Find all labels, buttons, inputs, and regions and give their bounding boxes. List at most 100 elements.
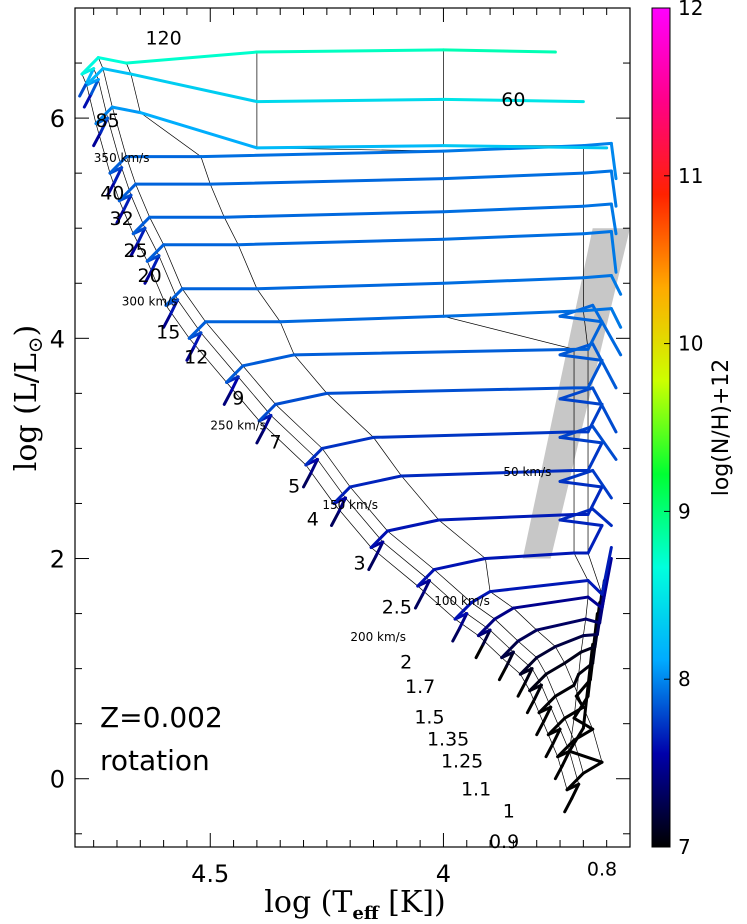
track-3-segment — [558, 468, 595, 483]
colorbar-tick-label: 10 — [678, 332, 703, 356]
velocity-label: 100 km/s — [434, 594, 490, 608]
track-12-segment — [187, 320, 208, 340]
y-tick-label: 2 — [50, 546, 65, 574]
track-3-segment — [369, 529, 389, 550]
mass-label: 32 — [110, 208, 134, 230]
track-0.8-segment — [581, 760, 604, 775]
track-1.5-segment — [584, 617, 602, 625]
track-5-segment — [320, 435, 375, 450]
track-9-segment — [222, 389, 233, 406]
track-15-segment — [164, 287, 184, 307]
track-0.8-segment — [570, 782, 581, 801]
mass-label: 4 — [307, 508, 319, 530]
track-1.1-segment — [542, 705, 553, 723]
track-85-segment — [101, 67, 133, 76]
track-5-segment — [371, 430, 576, 439]
track-40-segment — [199, 149, 445, 159]
track-1-segment — [563, 705, 585, 720]
track-60-segment — [110, 105, 142, 115]
track-1.35-segment — [581, 632, 599, 638]
mass-label: 7 — [269, 431, 281, 453]
isovelocity-line — [81, 73, 568, 790]
track-7-segment — [325, 386, 576, 395]
track-120-segment — [96, 56, 128, 65]
track-1.35-segment — [518, 656, 539, 676]
mass-label: 20 — [138, 265, 162, 287]
track-9-segment — [225, 364, 245, 384]
isovelocity-line — [125, 62, 603, 763]
track-120-segment — [255, 48, 445, 54]
colorbar-tick-label: 9 — [678, 499, 691, 523]
track-60-segment — [255, 144, 445, 150]
track-32-segment — [208, 177, 445, 186]
track-0.9-segment — [560, 749, 571, 768]
track-120-segment — [85, 67, 96, 85]
track-1.25-segment — [579, 645, 597, 654]
track-25-segment — [441, 204, 585, 214]
track-4-segment — [558, 435, 604, 445]
track-2.5-segment — [432, 557, 487, 572]
track-7-segment — [255, 428, 266, 445]
track-20-segment — [441, 232, 585, 241]
track-25-segment — [581, 202, 613, 208]
velocity-label: 200 km/s — [350, 630, 406, 644]
track-60-segment — [94, 105, 114, 126]
track-7-segment — [257, 402, 278, 423]
plot-frame — [74, 7, 631, 848]
track-12-segment — [185, 345, 196, 362]
y-tick-label: 4 — [50, 325, 65, 353]
track-3-segment — [374, 540, 385, 558]
track-1.5-segment — [497, 664, 508, 682]
x-axis-label: log (Teff [K]) — [264, 885, 445, 924]
track-1.5-segment — [504, 650, 515, 668]
mass-label: 1.35 — [427, 729, 469, 751]
mass-label: 1 — [503, 800, 515, 822]
track-9-segment — [558, 314, 604, 324]
track-2.5-segment — [586, 523, 604, 555]
track-2-segment — [451, 626, 462, 643]
track-1-segment — [551, 727, 562, 746]
track-1.7-segment — [474, 642, 485, 660]
velocity-label: 350 km/s — [94, 151, 150, 165]
track-32-segment — [115, 207, 126, 225]
track-15-segment — [581, 274, 613, 280]
track-12-segment — [441, 309, 585, 318]
track-60-segment — [138, 111, 259, 150]
mass-label: 40 — [100, 183, 124, 205]
track-0.9-segment — [553, 764, 564, 781]
track-40-segment — [609, 141, 618, 181]
track-25-segment — [129, 241, 140, 258]
track-12-segment — [609, 307, 623, 329]
track-1.7-segment — [586, 595, 604, 610]
track-1.1-segment — [553, 683, 576, 698]
track-3-segment — [385, 518, 441, 533]
track-4-segment — [348, 474, 403, 489]
track-120-segment — [441, 48, 557, 54]
track-2.5-segment — [558, 518, 604, 527]
colorbar-tick-label: 7 — [678, 835, 691, 859]
track-3-segment — [586, 485, 604, 516]
track-25-segment — [222, 210, 445, 219]
track-0.9-segment — [572, 727, 595, 742]
track-1.25-segment — [544, 661, 567, 676]
mass-label: 120 — [145, 27, 181, 49]
track-40-segment — [108, 155, 128, 175]
track-9-segment — [241, 353, 296, 368]
track-1.25-segment — [528, 672, 548, 693]
y-tick-label: 6 — [50, 105, 65, 133]
y-axis-label: log (L/L⊙) — [9, 325, 47, 472]
track-2.5-segment — [413, 593, 424, 610]
mass-label: 0.9 — [489, 831, 519, 853]
mass-label: 0.8 — [587, 859, 617, 881]
track-15-segment — [255, 281, 445, 291]
track-4-segment — [337, 496, 348, 514]
isovelocity-line — [256, 52, 589, 752]
track-1.5-segment — [516, 628, 539, 643]
track-5-segment — [591, 386, 618, 434]
track-4-segment — [332, 485, 352, 505]
track-2.5-segment — [420, 579, 431, 597]
track-20-segment — [236, 237, 445, 247]
colorbar-tick-label: 11 — [678, 164, 703, 188]
track-60-segment — [441, 144, 609, 150]
